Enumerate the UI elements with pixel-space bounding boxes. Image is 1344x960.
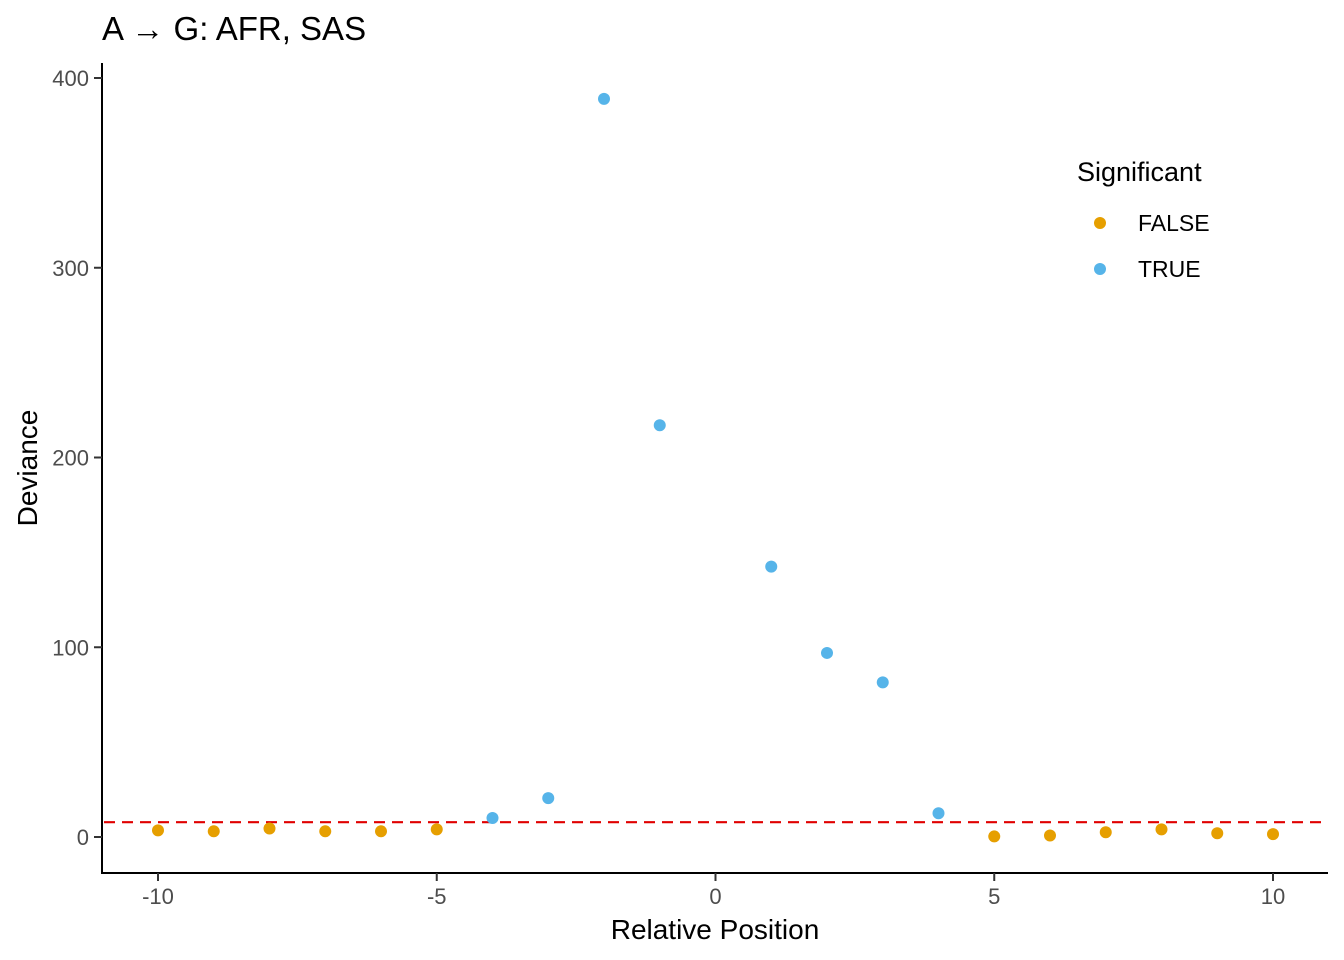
y-axis-title: Deviance xyxy=(12,410,43,527)
x-tick-label: 5 xyxy=(988,884,1000,909)
y-tick-label: 200 xyxy=(52,446,89,471)
data-point-false xyxy=(152,824,164,837)
data-point-false xyxy=(1211,827,1224,840)
legend-title: Significant xyxy=(1077,157,1202,187)
y-tick-label: 300 xyxy=(52,256,89,281)
y-axis-ticks: 0 100 200 300 400 xyxy=(52,66,102,850)
y-tick-label: 100 xyxy=(52,635,89,660)
x-tick-label: 0 xyxy=(709,884,721,909)
legend-key-true xyxy=(1094,263,1106,275)
data-point-true xyxy=(598,92,610,105)
x-axis-ticks: -10 -5 0 5 10 xyxy=(142,873,1285,909)
data-points xyxy=(152,92,1279,843)
x-tick-label: -10 xyxy=(142,884,174,909)
data-point-false xyxy=(263,822,276,835)
data-point-false xyxy=(1099,826,1112,839)
data-point-false xyxy=(375,825,387,838)
legend: Significant FALSE TRUE xyxy=(1077,157,1210,282)
x-tick-label: -5 xyxy=(427,884,447,909)
legend-key-false xyxy=(1094,217,1106,229)
data-point-true xyxy=(821,646,833,659)
data-point-false xyxy=(319,825,332,838)
x-axis-title: Relative Position xyxy=(611,914,820,945)
data-point-true xyxy=(932,807,945,820)
y-tick-label: 0 xyxy=(77,825,89,850)
legend-entries: FALSE TRUE xyxy=(1094,210,1210,282)
data-point-true xyxy=(765,560,778,573)
y-tick-label: 400 xyxy=(52,66,89,91)
axes: 0 100 200 300 400 -10 -5 0 5 10 xyxy=(52,63,1328,909)
data-point-true xyxy=(542,792,555,805)
data-point-true xyxy=(876,676,889,689)
data-point-false xyxy=(430,823,443,836)
chart-title: A → G: AFR, SAS xyxy=(102,10,366,47)
data-point-false xyxy=(1044,829,1056,842)
data-point-false xyxy=(207,825,220,838)
legend-label-true: TRUE xyxy=(1138,256,1201,282)
legend-label-false: FALSE xyxy=(1138,210,1210,236)
data-point-true xyxy=(486,812,499,825)
x-tick-label: 10 xyxy=(1261,884,1285,909)
data-point-false xyxy=(1155,823,1168,836)
data-point-false xyxy=(1267,828,1279,841)
data-point-true xyxy=(653,419,666,432)
data-point-false xyxy=(988,830,1001,843)
